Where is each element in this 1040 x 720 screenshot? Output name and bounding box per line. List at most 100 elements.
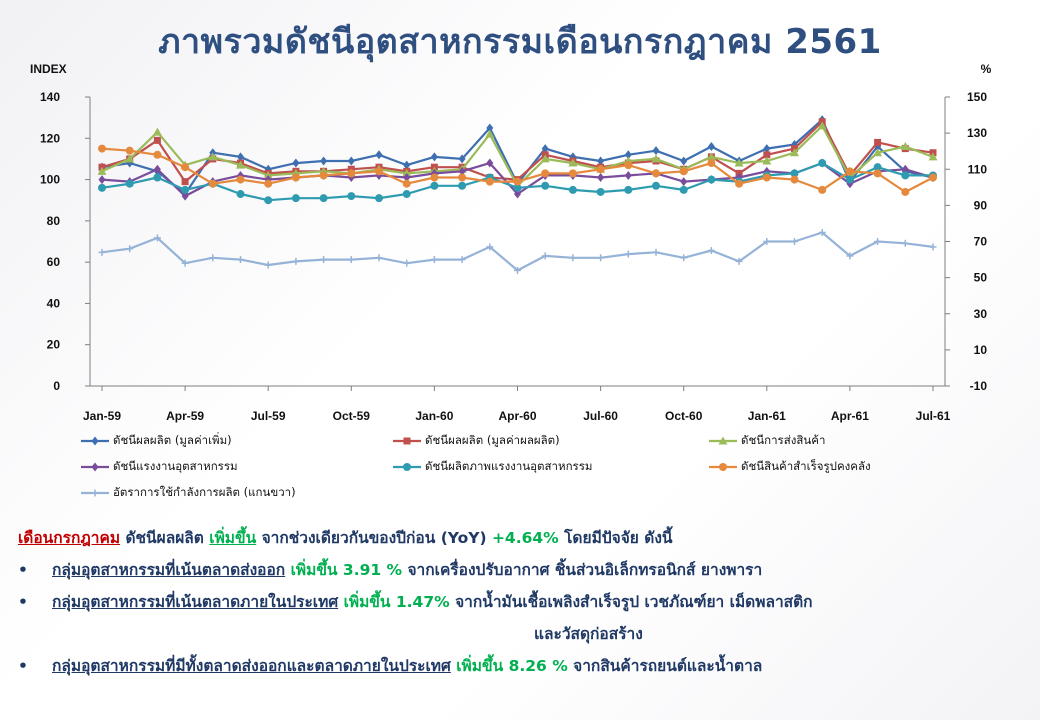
summary-lead: เดือนกรกฎาคม ดัชนีผลผลิต เพิ่มขึ้น จากช่…: [18, 522, 1028, 554]
data-point: [818, 228, 826, 236]
data-point: [901, 187, 910, 196]
summary-bullet-domestic-continued: และวัสดุก่อสร้าง: [534, 625, 643, 643]
data-point: [153, 234, 161, 242]
data-point: [347, 156, 355, 166]
data-point: [624, 161, 633, 170]
legend-label: ดัชนีผลผลิต (มูลค่าผลผลิต): [425, 433, 560, 447]
x-tick-label: Jul-59: [251, 409, 286, 423]
series-6: [98, 144, 937, 196]
data-point: [817, 121, 827, 130]
legend-swatch-icon: [393, 437, 421, 445]
data-point: [153, 173, 162, 182]
data-point: [874, 238, 882, 245]
data-point: [718, 436, 728, 445]
bullet-icon: •: [18, 561, 28, 579]
data-point: [928, 152, 938, 161]
data-point: [98, 144, 106, 153]
data-point: [568, 169, 577, 178]
x-tick-label: Jan-61: [748, 409, 786, 423]
x-tick-label: Apr-59: [166, 409, 204, 423]
y-right-tick-label: -10: [970, 379, 988, 393]
data-point: [874, 138, 882, 146]
summary-lead-text-2: จากช่วงเดียวกันของปีก่อน (YoY): [256, 529, 492, 547]
data-point: [873, 148, 883, 157]
series-7: [98, 228, 937, 274]
series-line: [101, 231, 934, 272]
data-point: [791, 238, 798, 245]
data-point: [181, 259, 189, 267]
chart-legend: ดัชนีผลผลิต (มูลค่าเพิ่ม) ดัชนีผลผลิต (มู…: [80, 432, 960, 502]
data-point: [208, 179, 217, 188]
data-point: [292, 158, 300, 168]
y-left-tick-label: 20: [47, 338, 61, 352]
summary-group-detail: จากเครื่องปรับอากาศ ชิ้นส่วนอิเล็กทรอนิก…: [402, 561, 763, 579]
x-tick-label: Jul-61: [916, 409, 951, 423]
data-point: [596, 187, 605, 196]
data-point: [707, 142, 715, 152]
data-point: [486, 243, 494, 251]
data-point: [264, 179, 273, 188]
data-point: [347, 169, 356, 178]
data-point: [514, 266, 521, 274]
data-point: [263, 170, 273, 179]
x-tick-label: Oct-59: [333, 409, 371, 423]
data-point: [929, 173, 937, 182]
data-point: [763, 238, 771, 245]
summary-lead-change: เพิ่มขึ้น: [209, 529, 257, 547]
data-point: [624, 250, 632, 258]
summary-group-change: เพิ่มขึ้น 1.47%: [338, 593, 450, 611]
data-point: [929, 243, 937, 251]
data-point: [181, 178, 189, 186]
data-point: [403, 173, 411, 183]
data-point: [568, 158, 578, 167]
data-point: [153, 150, 162, 159]
data-point: [264, 196, 273, 205]
data-point: [236, 160, 245, 169]
data-point: [209, 254, 217, 262]
data-point: [458, 181, 467, 190]
data-point: [402, 179, 411, 188]
summary-section: เดือนกรกฎาคม ดัชนีผลผลิต เพิ่มขึ้น จากช่…: [18, 522, 1028, 682]
bullet-icon: •: [18, 657, 28, 675]
data-point: [763, 144, 771, 154]
page-title: ภาพรวมดัชนีอุตสาหกรรมเดือนกรกฎาคม 2561: [158, 22, 882, 62]
data-point: [125, 154, 135, 163]
data-point: [818, 185, 827, 194]
data-point: [98, 175, 106, 185]
data-point: [735, 179, 744, 188]
data-point: [719, 463, 727, 471]
data-point: [237, 256, 244, 264]
summary-group-detail: จากสินค้ารถยนต์และน้ำตาล: [567, 657, 763, 675]
y-right-tick-label: 70: [974, 235, 988, 249]
y-right-tick-label: 110: [968, 162, 988, 176]
summary-lead-text-3: โดยมีปัจจัย ดังนี้: [558, 529, 673, 547]
data-point: [98, 183, 106, 192]
data-point: [126, 245, 134, 253]
data-point: [458, 166, 466, 176]
data-point: [901, 164, 909, 174]
data-point: [513, 183, 522, 192]
data-point: [735, 257, 743, 265]
legend-item: ดัชนีผลผลิต (มูลค่าผลผลิต): [392, 432, 708, 450]
data-point: [403, 259, 411, 267]
data-point: [320, 156, 328, 166]
data-point: [680, 156, 688, 166]
data-point: [597, 254, 605, 262]
data-point: [901, 171, 910, 180]
data-point: [569, 254, 577, 262]
data-point: [292, 257, 300, 265]
legend-item: ดัชนีการส่งสินค้า: [708, 432, 960, 450]
data-point: [403, 463, 411, 471]
data-point: [873, 169, 882, 178]
data-point: [402, 168, 412, 177]
data-point: [458, 154, 466, 164]
data-point: [762, 173, 771, 182]
data-point: [430, 152, 438, 162]
summary-bullet-export: • กลุ่มอุตสาหกรรมที่เน้นตลาดส่งออก เพิ่มข…: [18, 554, 1028, 586]
data-point: [486, 123, 494, 133]
y-right-tick-label: 150: [967, 90, 987, 104]
y-left-axis-label: INDEX: [30, 62, 67, 76]
data-point: [873, 163, 882, 172]
data-point: [181, 191, 189, 201]
line-chart: INDEX % 0 20 40 60 80 100 120 140 -10 10 30 50 70 90 1…: [30, 62, 992, 423]
